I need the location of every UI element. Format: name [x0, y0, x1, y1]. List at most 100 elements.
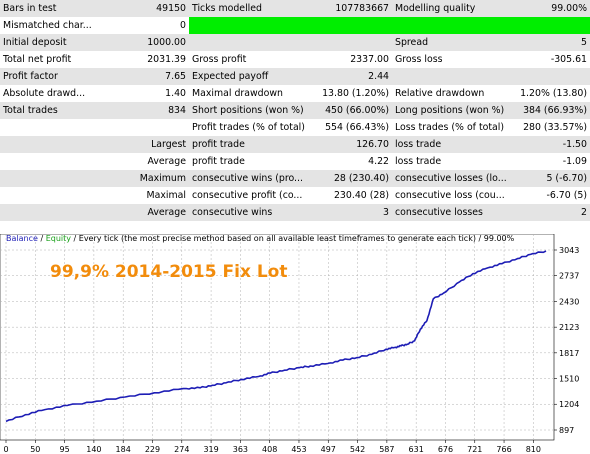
- chart-series: [5, 250, 547, 423]
- x-tick-label: 721: [467, 445, 482, 454]
- chart-legend: Balance / Equity / Every tick (the most …: [6, 234, 514, 244]
- report-cell: [514, 68, 590, 85]
- report-cell: 0: [93, 17, 189, 34]
- report-cell: 28 (230.40): [317, 170, 392, 187]
- report-cell: Long positions (won %): [392, 102, 514, 119]
- report-cell: profit trade: [189, 153, 317, 170]
- y-tick-label: 1204: [559, 400, 579, 409]
- report-cell: consecutive wins: [189, 204, 317, 221]
- report-cell: 5: [514, 34, 590, 51]
- x-tick-label: 229: [145, 445, 160, 454]
- x-tick-label: 497: [321, 445, 336, 454]
- y-tick-label: 1510: [559, 375, 579, 384]
- report-cell: 1.40: [93, 85, 189, 102]
- x-tick-label: 542: [350, 445, 365, 454]
- report-cell: Spread: [392, 34, 514, 51]
- report-cell: 834: [93, 102, 189, 119]
- report-row: Average consecutive wins 3 consecutive loss…: [0, 204, 590, 221]
- report-cell: -6.70 (5): [514, 187, 590, 204]
- report-cell: 4.22: [317, 153, 392, 170]
- x-tick-label: 0: [3, 445, 8, 454]
- report-cell: Relative drawdown: [392, 85, 514, 102]
- x-tick-label: 274: [174, 445, 189, 454]
- x-tick-label: 95: [60, 445, 70, 454]
- report-row: Profit trades (% of total) 554 (66.43%) Lo…: [0, 119, 590, 136]
- y-tick-label: 2737: [559, 272, 579, 281]
- report-cell: Average: [93, 153, 189, 170]
- report-cell: -1.50: [514, 136, 590, 153]
- report-cell: Bars in test: [0, 0, 93, 17]
- report-cell: consecutive profit (co...: [189, 187, 317, 204]
- overlay-title: 99,9% 2014-2015 Fix Lot: [50, 262, 288, 282]
- chart-grid: [0, 234, 554, 440]
- x-tick-label: 676: [438, 445, 453, 454]
- report-cell: Maximal: [93, 187, 189, 204]
- y-tick-label: 2430: [559, 297, 579, 306]
- report-cell: 554 (66.43%): [317, 119, 392, 136]
- x-tick-label: 631: [409, 445, 424, 454]
- chart-plot-area: [0, 234, 555, 441]
- report-row: Absolute drawd... 1.40 Maximal drawdown 13.…: [0, 85, 590, 102]
- x-tick-label: 810: [526, 445, 541, 454]
- report-cell: -1.09: [514, 153, 590, 170]
- y-tick-label: 2123: [559, 323, 579, 332]
- report-cell: Profit trades (% of total): [189, 119, 317, 136]
- report-cell: 1000.00: [93, 34, 189, 51]
- report-cell: consecutive losses (lo...: [392, 170, 514, 187]
- report-cell: [0, 153, 93, 170]
- legend-description: / Every tick (the most precise method ba…: [70, 234, 515, 243]
- report-cell: Maximal drawdown: [189, 85, 317, 102]
- report-row: Maximum consecutive wins (pro... 28 (230.4…: [0, 170, 590, 187]
- legend-equity: Equity: [45, 234, 71, 243]
- report-cell: consecutive loss (cou...: [392, 187, 514, 204]
- y-axis-ticks: 897 1204 1510 1817 2123 2430 2737 3043: [554, 246, 579, 435]
- report-cell: Short positions (won %): [189, 102, 317, 119]
- report-cell: 3: [317, 204, 392, 221]
- x-tick-label: 766: [496, 445, 511, 454]
- report-cell: Modelling quality: [392, 0, 514, 17]
- report-cell: 107783667: [317, 0, 392, 17]
- report-cell: 384 (66.93%): [514, 102, 590, 119]
- x-tick-label: 408: [262, 445, 277, 454]
- report-cell: Loss trades (% of total): [392, 119, 514, 136]
- report-cell: Profit factor: [0, 68, 93, 85]
- report-cell: 230.40 (28): [317, 187, 392, 204]
- report-cell: Ticks modelled: [189, 0, 317, 17]
- report-cell: 7.65: [93, 68, 189, 85]
- report-cell: 49150: [93, 0, 189, 17]
- report-cell: [0, 136, 93, 153]
- report-cell: loss trade: [392, 136, 514, 153]
- report-cell: Largest: [93, 136, 189, 153]
- report-cell: 2337.00: [317, 51, 392, 68]
- x-tick-label: 363: [233, 445, 248, 454]
- y-tick-label: 1817: [559, 349, 579, 358]
- x-tick-label: 140: [86, 445, 101, 454]
- report-cell: 126.70: [317, 136, 392, 153]
- report-row: Largest profit trade 126.70 loss trade -1.50: [0, 136, 590, 153]
- balance-chart: 897 1204 1510 1817 2123 2430 2737 3043 0 50 95 140…: [0, 234, 579, 454]
- report-row: Total net profit 2031.39 Gross profit 2337.…: [0, 51, 590, 68]
- report-cell: 2031.39: [93, 51, 189, 68]
- report-cell: 5 (-6.70): [514, 170, 590, 187]
- report-row: Mismatched char... 0: [0, 17, 590, 34]
- x-tick-label: 453: [291, 445, 306, 454]
- report-cell: loss trade: [392, 153, 514, 170]
- report-cell: Absolute drawd...: [0, 85, 93, 102]
- report-cell: [317, 34, 392, 51]
- report-row: Total trades 834 Short positions (won %) 45…: [0, 102, 590, 119]
- report-cell: Gross loss: [392, 51, 514, 68]
- legend-balance: Balance: [6, 234, 38, 243]
- report-cell: Initial deposit: [0, 34, 93, 51]
- report-cell: [189, 34, 317, 51]
- modelling-quality-bar: [189, 17, 590, 34]
- report-cell: [0, 170, 93, 187]
- report-cell: [93, 119, 189, 136]
- report-row: Bars in test 49150 Ticks modelled 107783667…: [0, 0, 590, 17]
- x-tick-label: 184: [116, 445, 131, 454]
- report-cell: 280 (33.57%): [514, 119, 590, 136]
- report-cell: [0, 187, 93, 204]
- report-cell: 450 (66.00%): [317, 102, 392, 119]
- report-cell: 2.44: [317, 68, 392, 85]
- report-row: Maximal consecutive profit (co... 230.40 (…: [0, 187, 590, 204]
- series-line-balance: [5, 250, 547, 423]
